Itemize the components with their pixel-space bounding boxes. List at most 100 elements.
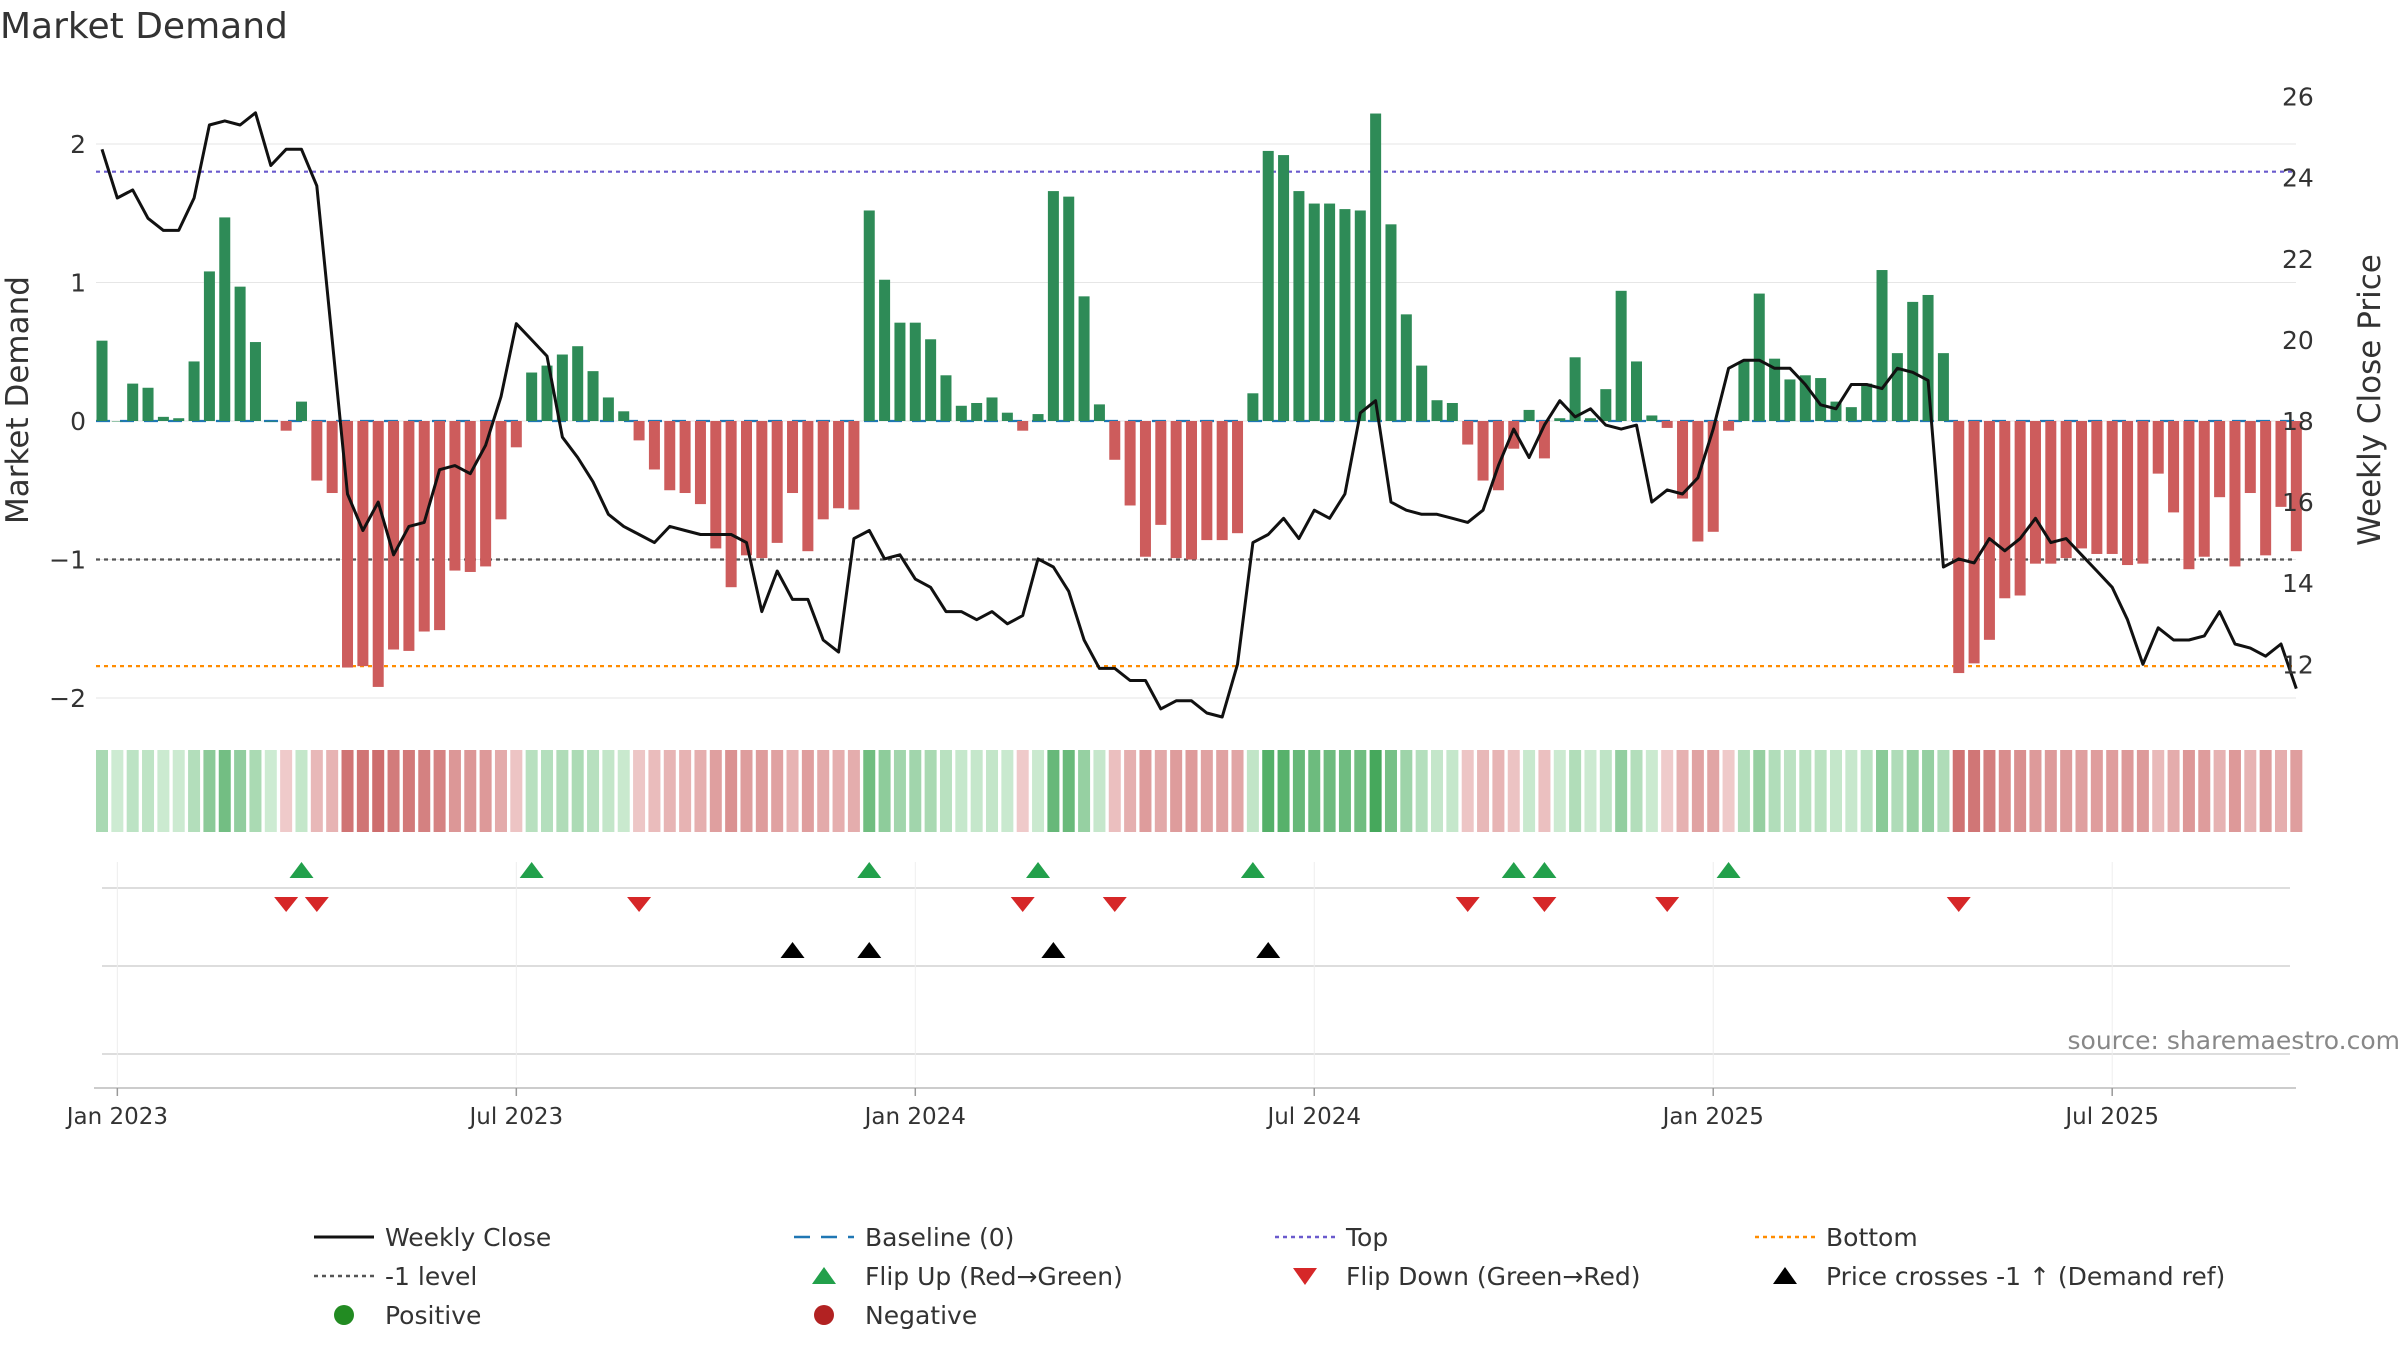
heat-cell	[448, 750, 461, 832]
x-tick-label: Jul 2024	[1265, 1104, 1361, 1130]
demand-bar	[1876, 270, 1888, 421]
demand-bar	[1185, 421, 1197, 560]
flip-down-marker	[274, 897, 299, 912]
legend-item: Positive	[334, 1301, 481, 1330]
heat-cell	[1968, 750, 1981, 832]
y2-tick-label: 20	[2282, 326, 2314, 355]
x-tick-label: Jan 2024	[863, 1104, 966, 1130]
demand-bar	[1109, 421, 1121, 460]
heat-cell	[1139, 750, 1152, 832]
demand-bar	[1799, 375, 1811, 421]
flip-down-marker	[627, 897, 652, 912]
demand-bar	[2229, 421, 2241, 567]
heat-cell	[832, 750, 845, 832]
heat-cell	[1768, 750, 1781, 832]
demand-bar	[756, 421, 768, 559]
demand-bar	[434, 421, 446, 631]
heat-cell	[587, 750, 600, 832]
demand-bar	[2091, 421, 2103, 554]
demand-bar	[249, 342, 261, 421]
heat-cell	[1185, 750, 1198, 832]
heat-cell	[1492, 750, 1505, 832]
demand-bar	[1017, 421, 1029, 431]
demand-bar	[173, 418, 185, 421]
demand-bar	[2014, 421, 2026, 596]
demand-bar	[817, 421, 829, 520]
demand-bar	[111, 421, 123, 422]
demand-bar	[1492, 421, 1504, 491]
price-cross-marker	[1041, 942, 1066, 958]
heat-cell	[402, 750, 415, 832]
legend-label: Flip Down (Green→Red)	[1346, 1262, 1641, 1291]
heat-cell	[725, 750, 738, 832]
heat-cell	[1093, 750, 1106, 832]
heat-cell	[1599, 750, 1612, 832]
heat-cell	[1323, 750, 1336, 832]
heat-cell	[2152, 750, 2165, 832]
heat-cell	[817, 750, 830, 832]
heat-cell	[2014, 750, 2027, 832]
demand-bar	[1416, 365, 1428, 421]
demand-bar	[1446, 402, 1458, 421]
heat-cell	[2213, 750, 2226, 832]
demand-bar	[1968, 421, 1980, 664]
heat-cell	[433, 750, 446, 832]
demand-bar	[787, 421, 799, 494]
demand-bar	[955, 405, 967, 421]
demand-bar	[602, 397, 614, 421]
demand-bar	[710, 421, 722, 549]
demand-bar	[1232, 421, 1244, 534]
heat-cell	[356, 750, 369, 832]
heat-cell	[1661, 750, 1674, 832]
heat-cell	[172, 750, 185, 832]
demand-bar	[234, 286, 246, 421]
heat-cell	[617, 750, 630, 832]
demand-bar	[1953, 421, 1965, 674]
heat-cell	[510, 750, 523, 832]
demand-bar	[1216, 421, 1228, 541]
demand-bar	[1247, 393, 1259, 421]
heat-cell	[1154, 750, 1167, 832]
heat-cell	[2029, 750, 2042, 832]
demand-bar	[188, 361, 200, 421]
heat-cell	[1630, 750, 1643, 832]
demand-bar	[1139, 421, 1151, 557]
heat-cell	[1906, 750, 1919, 832]
heat-cell	[1983, 750, 1996, 832]
heat-cell	[2274, 750, 2287, 832]
legend-item: Top	[1275, 1223, 1388, 1252]
demand-bar	[1370, 113, 1382, 421]
heat-cell	[2228, 750, 2241, 832]
demand-bar	[771, 421, 783, 543]
demand-bar	[388, 421, 400, 650]
chart-title: Market Demand	[0, 6, 288, 47]
flip-up-marker	[1501, 862, 1526, 878]
demand-bar	[1523, 409, 1535, 421]
heat-cell	[494, 750, 507, 832]
heat-cell	[679, 750, 692, 832]
heat-cell	[218, 750, 231, 832]
demand-bar	[1508, 421, 1520, 449]
heat-cell	[1200, 750, 1213, 832]
demand-bar	[1661, 421, 1673, 428]
heat-cell	[1645, 750, 1658, 832]
demand-bar	[127, 383, 139, 421]
demand-bar	[679, 421, 691, 494]
heat-cell	[1308, 750, 1321, 832]
heat-cell	[418, 750, 431, 832]
demand-bar	[2214, 421, 2226, 498]
heat-cell	[1446, 750, 1459, 832]
demand-bar	[526, 372, 538, 421]
heat-cell	[970, 750, 983, 832]
heat-cell	[1216, 750, 1229, 832]
heat-cell	[203, 750, 216, 832]
heat-cell	[1891, 750, 1904, 832]
heat-cell	[1507, 750, 1520, 832]
source-label: source: sharemaestro.com	[2068, 1026, 2400, 1055]
demand-bar	[2122, 421, 2134, 566]
demand-bar	[909, 322, 921, 421]
demand-bar	[556, 354, 568, 421]
demand-bar	[1861, 383, 1873, 421]
demand-bar	[1001, 412, 1013, 421]
heat-cell	[1523, 750, 1536, 832]
